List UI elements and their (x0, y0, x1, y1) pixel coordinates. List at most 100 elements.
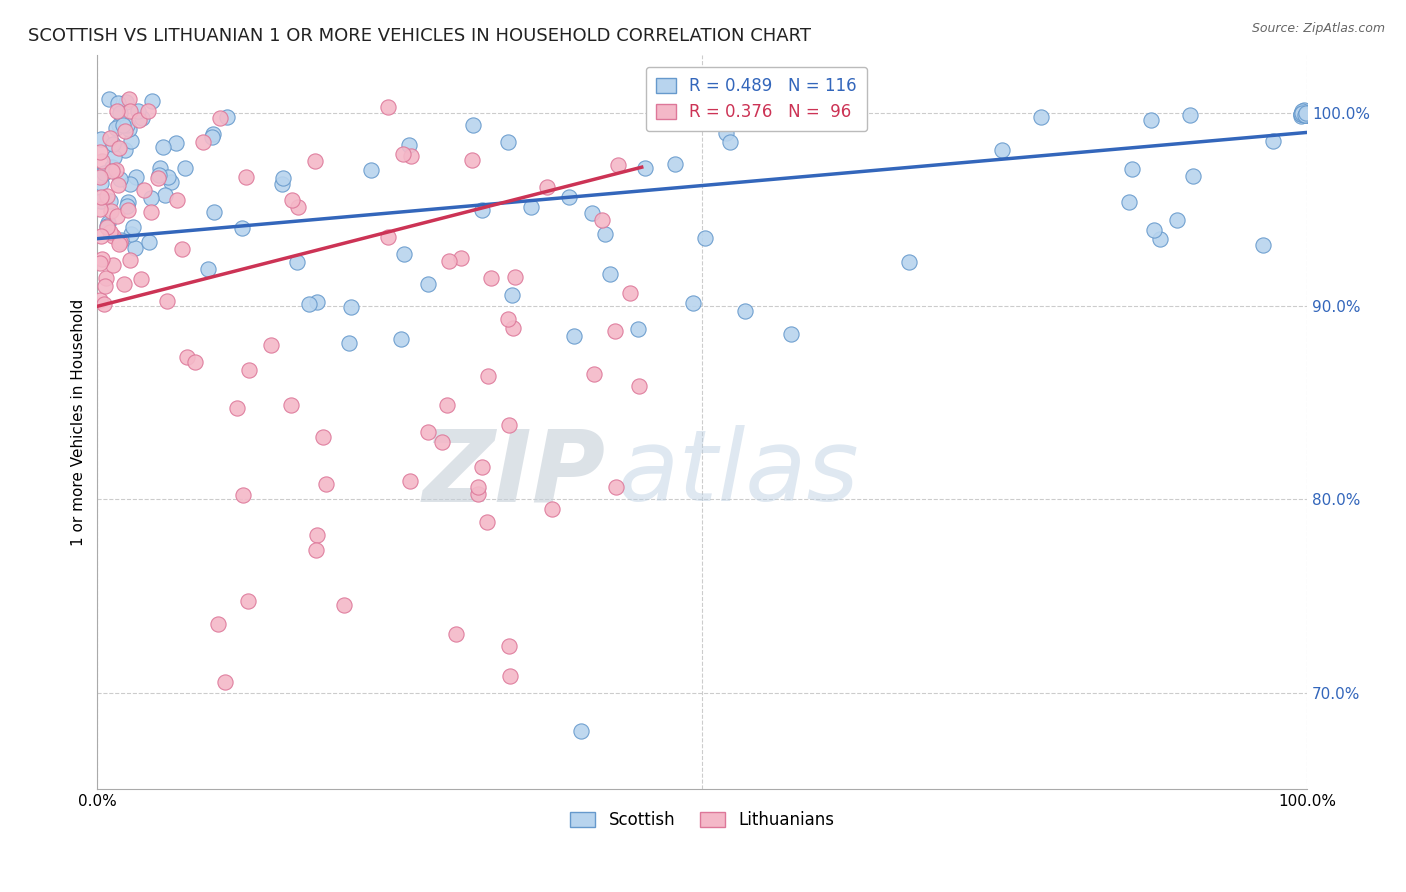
Point (460, 153, 482, 168)
Point (1298, 108, 1320, 122)
Point (1299, 104, 1322, 119)
Point (139, 205, 162, 219)
Point (209, 111, 232, 125)
Point (110, 233, 132, 247)
Point (107, 178, 129, 193)
Point (96, 188, 118, 202)
Point (93, 296, 115, 310)
Point (1291, 106, 1313, 120)
Point (540, 501, 562, 516)
Point (1178, 108, 1201, 122)
Point (101, 258, 124, 272)
Point (98, 131, 121, 145)
Y-axis label: 1 or more Vehicles in Household: 1 or more Vehicles in Household (72, 299, 86, 546)
Point (471, 460, 494, 475)
Point (101, 136, 124, 151)
Point (1301, 109, 1323, 123)
Point (115, 198, 138, 212)
Point (128, 113, 150, 128)
Point (89, 256, 111, 270)
Point (101, 164, 124, 178)
Point (165, 136, 187, 150)
Point (105, 209, 128, 223)
Point (1294, 108, 1316, 122)
Point (298, 296, 321, 310)
Point (664, 157, 686, 171)
Point (101, 161, 124, 175)
Point (498, 312, 520, 326)
Point (430, 435, 453, 450)
Point (153, 188, 176, 202)
Point (148, 161, 170, 175)
Point (702, 102, 724, 116)
Point (231, 221, 253, 235)
Point (207, 616, 229, 631)
Point (232, 488, 254, 502)
Text: atlas: atlas (617, 425, 859, 522)
Point (305, 528, 328, 542)
Point (502, 321, 524, 335)
Point (450, 251, 472, 265)
Point (90, 190, 112, 204)
Point (215, 110, 238, 124)
Point (619, 286, 641, 301)
Point (105, 103, 128, 118)
Point (416, 277, 439, 292)
Text: SCOTTISH VS LITHUANIAN 1 OR MORE VEHICLES IN HOUSEHOLD CORRELATION CHART: SCOTTISH VS LITHUANIAN 1 OR MORE VEHICLE… (28, 27, 811, 45)
Point (1291, 107, 1313, 121)
Point (93, 166, 115, 180)
Point (96, 220, 118, 235)
Point (120, 134, 142, 148)
Point (238, 363, 260, 377)
Point (127, 104, 149, 119)
Point (1029, 110, 1052, 124)
Point (1140, 113, 1163, 128)
Point (799, 88, 821, 103)
Point (898, 254, 921, 268)
Point (197, 261, 219, 276)
Point (90, 176, 112, 190)
Point (479, 270, 502, 285)
Point (146, 171, 169, 186)
Point (159, 175, 181, 189)
Point (416, 425, 439, 440)
Point (437, 254, 460, 268)
Point (141, 94, 163, 108)
Point (305, 543, 328, 558)
Point (271, 170, 294, 185)
Point (582, 367, 605, 381)
Point (595, 227, 617, 241)
Point (89, 170, 111, 185)
Point (98, 92, 121, 106)
Point (467, 480, 489, 494)
Point (138, 235, 160, 249)
Point (340, 301, 363, 315)
Point (399, 149, 422, 163)
Point (337, 335, 360, 350)
Point (176, 350, 198, 364)
Point (101, 229, 124, 244)
Point (120, 104, 142, 119)
Point (117, 203, 139, 218)
Point (108, 106, 131, 120)
Point (281, 193, 304, 207)
Point (108, 236, 131, 251)
Point (89, 293, 111, 307)
Point (1298, 108, 1320, 122)
Point (122, 220, 145, 235)
Point (172, 242, 194, 256)
Point (139, 191, 162, 205)
Point (693, 230, 716, 244)
Point (391, 147, 413, 161)
Point (90, 194, 112, 208)
Point (1301, 107, 1323, 121)
Point (1299, 106, 1322, 120)
Point (260, 338, 283, 352)
Point (305, 295, 328, 310)
Point (1291, 103, 1313, 118)
Point (152, 139, 174, 153)
Point (225, 401, 247, 416)
Point (377, 100, 399, 114)
Point (599, 267, 621, 281)
Point (360, 163, 382, 178)
